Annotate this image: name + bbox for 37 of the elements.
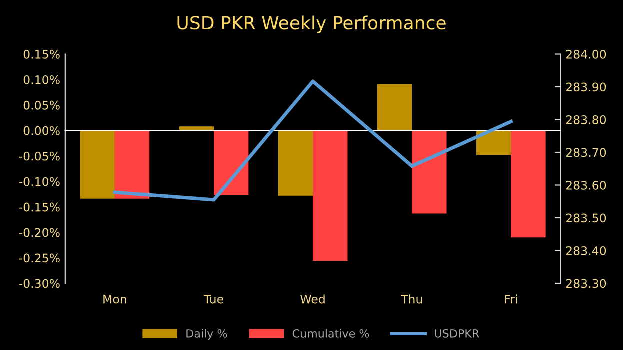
y-tick-label: -0.20% — [19, 228, 60, 238]
bar — [214, 130, 249, 196]
y2-tick-label: 283.40 — [566, 246, 606, 256]
bar — [80, 130, 115, 199]
x-tick-label: Tue — [204, 294, 224, 304]
y2-tick-label: 283.50 — [566, 214, 606, 223]
x-tick-label: Fri — [505, 294, 518, 304]
bar — [114, 130, 150, 199]
x-tick-label: Mon — [104, 294, 126, 304]
y2-tick-label: 283.30 — [566, 279, 606, 288]
bar — [412, 130, 447, 214]
y-tick-label: 0.10% — [24, 75, 60, 84]
legend-label: Cumulative % — [292, 329, 370, 338]
y-tick-label: 0.00% — [24, 126, 60, 136]
x-tick-label: Thu — [400, 294, 422, 304]
y2-tick-label: 284.00 — [566, 50, 606, 59]
y2-tick-label: 283.60 — [566, 180, 606, 190]
bar — [377, 84, 412, 131]
y-tick-label: -0.30% — [19, 279, 60, 288]
legend-label: Daily % — [186, 329, 228, 340]
legend-label: USDPKR — [435, 329, 480, 338]
bar — [278, 130, 314, 196]
y-tick-label: 0.05% — [24, 100, 60, 110]
y-tick-label: -0.10% — [19, 177, 60, 186]
line-series — [113, 80, 513, 202]
y2-tick-label: 283.80 — [566, 115, 606, 124]
y2-tick-label: 283.70 — [566, 148, 606, 158]
y-tick-label: -0.25% — [19, 254, 60, 263]
y-tick-label: 0.15% — [24, 50, 60, 59]
bar — [511, 130, 546, 238]
y-tick-label: -0.05% — [19, 152, 60, 161]
y2-tick-label: 283.90 — [566, 82, 606, 92]
bar — [476, 130, 512, 156]
chart-title: USD PKR Weekly Performance — [178, 16, 446, 34]
bar — [313, 130, 348, 262]
x-tick-label: Wed — [300, 294, 325, 304]
y-tick-label: -0.15% — [19, 202, 60, 212]
